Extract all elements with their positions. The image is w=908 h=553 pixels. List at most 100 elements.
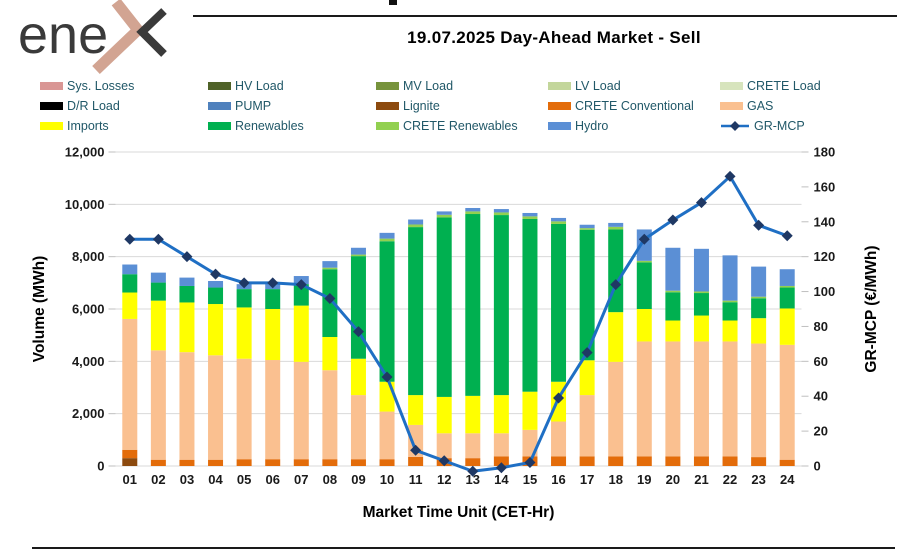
bar-segment-hydro [122,264,138,275]
x-tick-label: 03 [180,472,194,487]
bar-segment-hydro [493,209,509,213]
bar-segment-imports [293,305,309,362]
bar-segment-lignite [122,458,138,466]
bar-segment-imports [350,358,366,396]
bar-segment-crete-renewables [693,291,709,294]
bar-segment-hydro [751,266,767,297]
x-tick-label: 10 [380,472,394,487]
legend-swatch-mv-load [376,82,399,90]
bar-segment-renewables [150,282,166,301]
bar-segment-gas [150,350,166,460]
y-left-tick-label: 12,000 [65,145,105,160]
gr-mcp-marker [181,251,193,263]
gr-mcp-marker [324,293,336,305]
gr-mcp-marker [753,219,765,231]
bar-segment-hydro [322,261,338,268]
bar-segment-imports [579,360,595,396]
x-tick-label: 01 [123,472,137,487]
bar-segment-hydro [665,247,681,291]
bar-segment-imports [493,395,509,434]
bar-segment-crete-renewables [408,224,424,228]
legend-item-gas: GAS [720,99,880,113]
enex-logo-tan-stroke [92,0,146,74]
bar-segment-renewables [350,256,366,359]
y-right-tick-label: 100 [814,284,836,299]
legend-swatch-crete-renewables [376,122,399,130]
legend-item-crete-renewables: CRETE Renewables [376,119,548,133]
bar-segment-crete-conventional [379,459,395,466]
legend-item-d-r-load: D/R Load [40,99,208,113]
bar-segment-hydro [579,224,595,229]
bar-segment-hydro [551,217,567,222]
x-tick-label: 12 [437,472,451,487]
legend-label-lv-load: LV Load [575,79,621,93]
legend-line-marker-icon [721,121,749,131]
y-right-tick-label: 40 [814,389,828,404]
y-left-tick-label: 2,000 [72,406,105,421]
enex-logo: ene [18,0,167,74]
bar-segment-crete-conventional [236,459,252,466]
legend-label-imports: Imports [67,119,109,133]
bar-segment-gas [265,360,281,460]
bar-segment-crete-renewables [751,296,767,299]
legend-label-renewables: Renewables [235,119,304,133]
bar-segment-crete-renewables [522,216,538,219]
x-tick-label: 14 [494,472,509,487]
legend-label-hydro: Hydro [575,119,609,133]
legend-item-lv-load: LV Load [548,79,720,93]
gr-mcp-marker [724,170,736,182]
x-tick-label: 23 [751,472,765,487]
x-tick-label: 09 [351,472,365,487]
x-tick-label: 02 [151,472,165,487]
gr-mcp-marker [381,371,393,383]
bar-segment-gas [751,343,767,458]
bar-segment-crete-conventional [636,456,652,466]
bar-segment-crete-conventional [608,456,624,466]
y-left-axis-title: Volume (MWh) [31,256,48,362]
legend-swatch-crete-conventional [548,102,571,110]
legend-item-sys-losses: Sys. Losses [40,79,208,93]
x-tick-label: 22 [723,472,737,487]
legend-label-gr-mcp: GR-MCP [754,119,805,133]
bar-segment-imports [236,307,252,359]
bar-segment-renewables [236,289,252,308]
legend-item-hv-load: HV Load [208,79,376,93]
bar-segment-gas [665,341,681,457]
bar-segment-renewables [379,241,395,382]
bar-segment-imports [208,304,224,356]
bar-segment-imports [693,315,709,342]
x-tick-label: 11 [409,472,423,487]
bar-segment-renewables [293,284,309,306]
bar-segment-imports [779,308,795,345]
y-right-tick-label: 140 [814,214,836,229]
gr-mcp-marker [695,197,707,209]
bar-segment-imports [751,318,767,344]
gr-mcp-marker [581,347,593,359]
bar-segment-renewables [436,217,452,397]
legend-label-hv-load: HV Load [235,79,284,93]
gr-mcp-marker [152,233,164,245]
legend-item-crete-conventional: CRETE Conventional [548,99,720,113]
bar-segment-crete-conventional [179,459,195,466]
bar-segment-crete-conventional [751,457,767,466]
bar-segment-imports [322,336,338,371]
bar-segment-hydro [465,207,481,212]
legend-label-sys-losses: Sys. Losses [67,79,135,93]
bar-segment-hydro [379,232,395,239]
bar-segment-gas [693,341,709,457]
header-divider [193,15,897,17]
bar-segment-crete-renewables [350,254,366,257]
bar-segment-imports [408,395,424,425]
bar-segment-crete-renewables [579,228,595,230]
gr-mcp-marker [667,214,679,226]
bar-segment-imports [665,320,681,342]
bar-segment-crete-conventional [551,456,567,466]
legend-item-renewables: Renewables [208,119,376,133]
footer-divider [32,547,895,549]
bar-segment-renewables [751,298,767,319]
bar-segment-hydro [408,219,424,225]
bar-segment-crete-conventional [293,459,309,466]
bar-segment-renewables [122,274,138,293]
y-right-axis-title: GR-MCP (€/MWh) [863,245,880,372]
